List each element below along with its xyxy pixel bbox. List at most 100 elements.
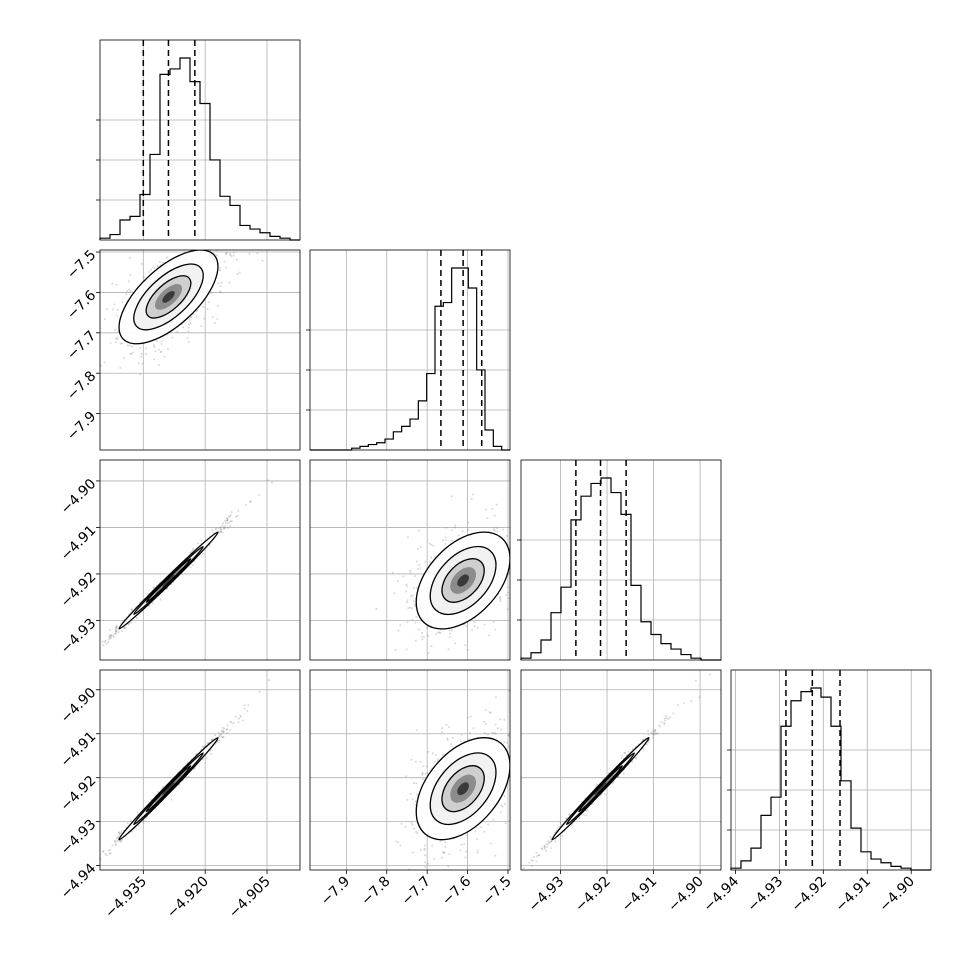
scatter-point	[109, 848, 112, 851]
scatter-point	[191, 549, 194, 551]
contour-line-1	[429, 752, 497, 826]
scatter-point	[499, 811, 502, 814]
scatter-point	[529, 786, 531, 788]
scatter-point	[663, 722, 666, 725]
scatter-point	[235, 258, 238, 261]
histogram-panel-0	[96, 39, 301, 241]
scatter-point	[118, 834, 121, 836]
scatter-point	[106, 308, 108, 311]
scatter-point	[665, 714, 667, 717]
scatter-point	[517, 530, 519, 532]
scatter-point	[195, 315, 198, 318]
scatter-point	[417, 628, 420, 631]
scatter-point	[465, 625, 468, 628]
scatter-point	[515, 576, 517, 578]
scatter-point	[532, 855, 535, 858]
scatter-point	[157, 791, 160, 793]
scatter-point	[623, 751, 626, 754]
scatter-point	[501, 805, 504, 808]
scatter-point	[500, 728, 503, 731]
scatter-point	[157, 348, 160, 351]
scatter-point	[128, 288, 131, 291]
scatter-point	[439, 631, 442, 634]
scatter-point	[441, 660, 443, 662]
scatter-point	[516, 552, 518, 554]
contour-line-0	[118, 737, 219, 841]
scatter-point	[171, 336, 174, 339]
scatter-point	[140, 262, 143, 265]
scatter-point	[635, 757, 638, 760]
scatter-point	[397, 580, 400, 583]
scatter-point	[474, 830, 477, 833]
scatter-point	[494, 696, 497, 699]
scatter-point	[430, 556, 433, 559]
scatter-point	[195, 310, 198, 312]
scatter-point	[200, 539, 203, 542]
scatter-point	[224, 253, 227, 256]
scatter-point	[443, 851, 446, 854]
scatter-point	[414, 621, 417, 624]
scatter-point	[494, 732, 497, 735]
scatter-panel-1-0	[66, 226, 301, 451]
scatter-point	[143, 276, 146, 279]
scatter-point	[123, 626, 126, 629]
scatter-point	[413, 600, 415, 603]
scatter-point	[206, 742, 209, 745]
scatter-point	[424, 560, 427, 563]
scatter-point	[218, 734, 221, 737]
scatter-point	[105, 854, 108, 857]
scatter-points	[98, 679, 270, 861]
scatter-point	[516, 582, 518, 584]
axes-frame	[99, 669, 301, 871]
scatter-point	[506, 608, 509, 611]
scatter-point	[498, 597, 501, 600]
scatter-point	[523, 565, 525, 567]
scatter-point	[444, 841, 447, 844]
scatter-point	[535, 522, 537, 524]
scatter-point	[431, 844, 434, 847]
scatter-point	[205, 757, 208, 760]
scatter-point	[182, 244, 184, 246]
scatter-point	[218, 735, 221, 738]
scatter-point	[426, 772, 429, 775]
contour-line-1	[429, 545, 497, 616]
scatter-point	[493, 514, 496, 517]
scatter-point	[114, 839, 117, 842]
scatter-point	[513, 569, 515, 571]
scatter-point	[496, 727, 499, 730]
scatter-point	[98, 858, 100, 860]
scatter-point	[411, 823, 414, 826]
scatter-point	[212, 236, 214, 238]
scatter-point	[319, 429, 321, 431]
scatter-point	[243, 707, 246, 710]
scatter-point	[395, 840, 398, 843]
scatter-point	[66, 300, 68, 302]
scatter-point	[405, 601, 408, 604]
scatter-point	[427, 635, 430, 637]
scatter-point	[230, 721, 233, 724]
scatter-point	[218, 527, 221, 530]
scatter-point	[517, 525, 519, 527]
scatter-point	[677, 704, 680, 707]
scatter-point	[233, 251, 235, 254]
scatter-point	[220, 530, 223, 533]
scatter-point	[129, 352, 132, 355]
scatter-point	[187, 326, 190, 329]
scatter-point	[413, 604, 416, 606]
scatter-point	[202, 305, 205, 308]
scatter-point	[492, 527, 495, 530]
scatter-point	[515, 512, 517, 514]
scatter-point	[208, 544, 211, 547]
scatter-point	[225, 252, 228, 255]
scatter-point	[517, 555, 519, 557]
scatter-point	[219, 530, 222, 533]
scatter-point	[506, 741, 509, 744]
scatter-point	[493, 732, 496, 735]
scatter-point	[159, 261, 161, 263]
scatter-point	[522, 569, 524, 571]
scatter-point	[489, 711, 492, 714]
contour-line-1	[133, 752, 204, 826]
scatter-point	[552, 610, 554, 612]
scatter-point	[226, 226, 228, 228]
scatter-point	[218, 731, 220, 734]
